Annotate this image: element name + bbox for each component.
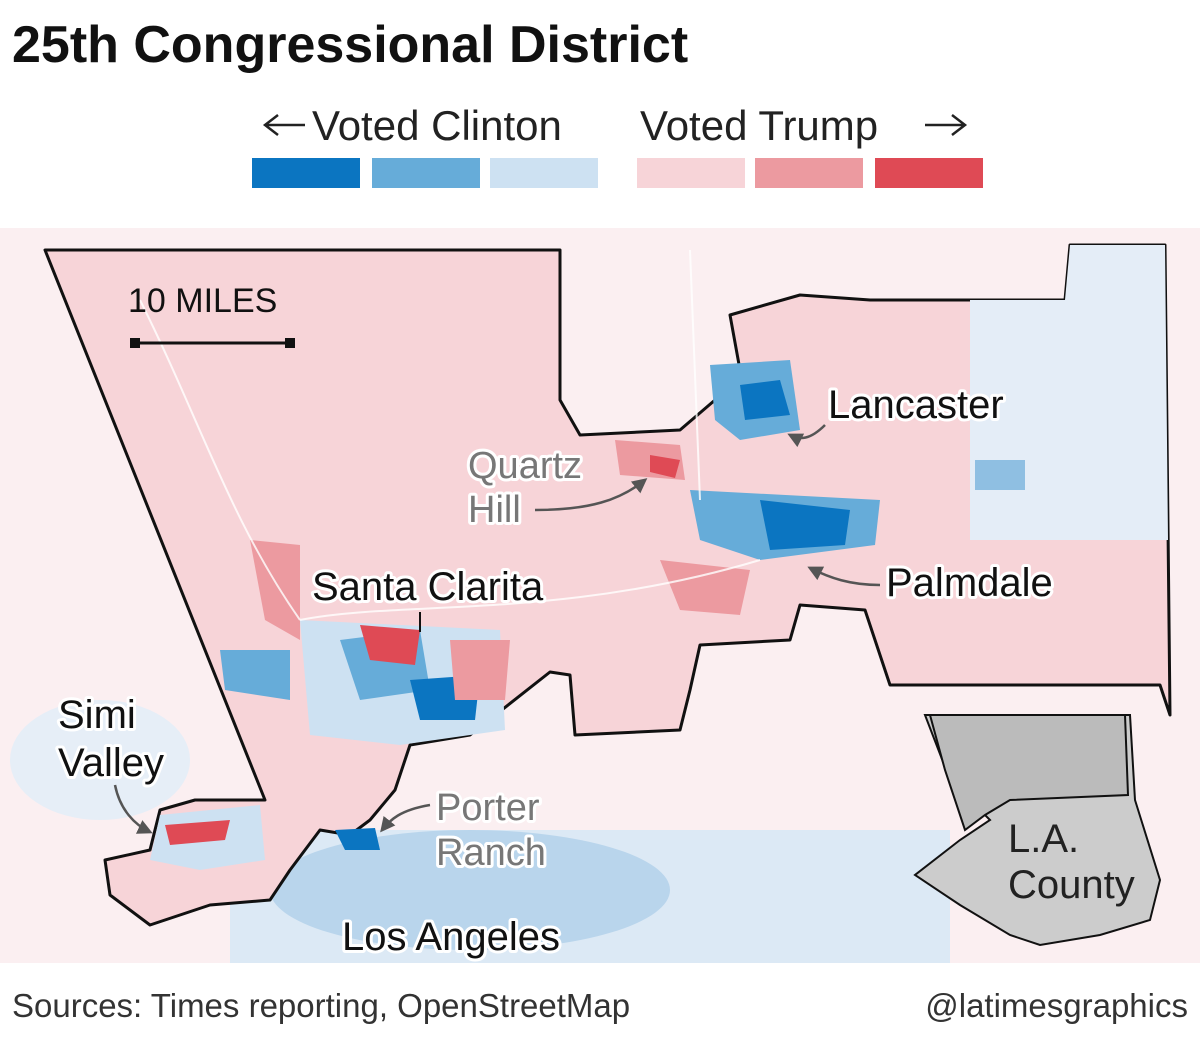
place-label: Santa Clarita	[312, 565, 544, 609]
place-label: Porter	[436, 787, 540, 829]
precinct	[660, 560, 750, 615]
legend-swatch	[252, 158, 360, 188]
legend-left-label: Voted Clinton	[312, 102, 562, 149]
legend-arrow	[925, 114, 968, 136]
place-label: Lancaster	[828, 383, 1004, 427]
source: Sources: Times reporting, OpenStreetMap	[12, 987, 630, 1024]
precinct	[165, 820, 230, 845]
lancaster-core	[740, 380, 790, 420]
place-label: Hill	[468, 489, 521, 531]
legend-arrow	[262, 114, 305, 136]
porter-ranch-precincts	[335, 828, 380, 850]
legend-right-label: Voted Trump	[640, 102, 878, 149]
legend-swatch	[637, 158, 745, 188]
title: 25th Congressional District	[12, 16, 688, 74]
precinct	[360, 625, 420, 665]
place-label: Quartz	[468, 445, 582, 487]
arrow	[787, 424, 826, 448]
precinct	[250, 540, 300, 640]
inset-label: County	[1008, 863, 1135, 907]
legend-swatch	[490, 158, 598, 188]
arrow	[534, 478, 648, 512]
inset-district	[928, 714, 1130, 832]
legend-swatch	[755, 158, 863, 188]
district-outline	[43, 243, 1172, 927]
scale-bar-end	[285, 338, 295, 348]
place-label: Palmdale	[886, 561, 1053, 605]
place-label: Valley	[58, 741, 164, 785]
roads	[139, 249, 761, 621]
la-basin-precincts	[270, 830, 670, 950]
arrow	[807, 566, 881, 587]
legend: Voted Clinton Voted Trump	[252, 102, 983, 188]
map: 10 MILES Lancaster Quartz Hill Palmdale …	[0, 228, 1200, 963]
quartz-hill-core	[650, 455, 680, 478]
precinct	[220, 650, 290, 700]
place-label: Ranch	[436, 832, 546, 874]
legend-swatch	[875, 158, 983, 188]
place-label: Los Angeles	[342, 915, 560, 959]
ventura-precincts	[10, 700, 190, 820]
scale-bar-end	[130, 338, 140, 348]
palmdale-core	[760, 500, 850, 550]
place-label: Simi	[58, 693, 136, 737]
scale-label: 10 MILES	[128, 282, 277, 320]
arrow	[113, 784, 153, 834]
precinct	[975, 460, 1025, 490]
inset-label: L.A.	[1008, 817, 1079, 861]
arrow	[380, 803, 431, 833]
credit: @latimesgraphics	[925, 987, 1188, 1024]
precinct	[450, 640, 510, 700]
legend-swatch	[372, 158, 480, 188]
